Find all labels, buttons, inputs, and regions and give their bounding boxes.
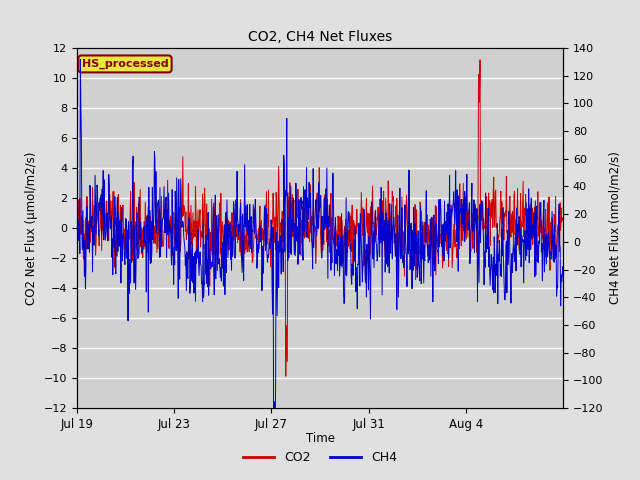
Text: HS_processed: HS_processed: [82, 59, 168, 69]
Legend: CO2, CH4: CO2, CH4: [238, 446, 402, 469]
Title: CO2, CH4 Net Fluxes: CO2, CH4 Net Fluxes: [248, 30, 392, 44]
X-axis label: Time: Time: [305, 432, 335, 445]
Y-axis label: CO2 Net Flux (μmol/m2/s): CO2 Net Flux (μmol/m2/s): [25, 151, 38, 305]
Y-axis label: CH4 Net Flux (nmol/m2/s): CH4 Net Flux (nmol/m2/s): [609, 152, 622, 304]
